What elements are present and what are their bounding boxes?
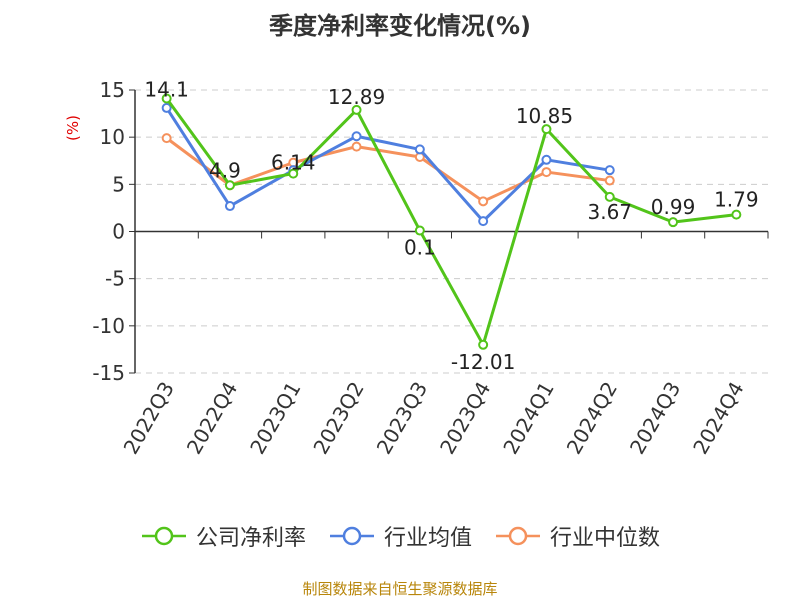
data-label: -12.01 bbox=[451, 350, 515, 374]
legend-swatch-icon bbox=[329, 526, 374, 546]
data-label: 1.79 bbox=[714, 188, 759, 212]
y-tick-label: 15 bbox=[100, 78, 125, 102]
y-tick-label: 5 bbox=[112, 172, 125, 196]
data-point bbox=[604, 165, 615, 176]
source-footer: 制图数据来自恒生聚源数据库 bbox=[302, 580, 498, 598]
x-tick-label: 2023Q1 bbox=[245, 378, 305, 459]
y-tick-label: 0 bbox=[112, 220, 125, 244]
data-labels: 14.1 4.9 6.14 12.89 0.1 -12.01 10.85 3.67 0.99 1.… bbox=[144, 77, 758, 373]
x-tick-label: 2023Q3 bbox=[372, 378, 432, 459]
data-point bbox=[351, 104, 362, 115]
legend-label: 行业中位数 bbox=[550, 526, 661, 551]
series-line bbox=[165, 136, 610, 203]
legend-item[interactable]: 公司净利率 bbox=[140, 520, 306, 552]
data-point bbox=[288, 168, 299, 179]
data-point bbox=[351, 131, 362, 142]
legend-item[interactable]: 行业中位数 bbox=[494, 520, 660, 552]
data-point bbox=[161, 93, 172, 104]
data-label: 0.99 bbox=[651, 195, 696, 219]
x-tick-label: 2023Q2 bbox=[308, 378, 368, 459]
y-tick-label: -10 bbox=[92, 314, 125, 338]
legend-swatch-icon bbox=[496, 526, 540, 546]
data-label: 3.67 bbox=[587, 200, 632, 224]
data-label: 14.1 bbox=[144, 77, 189, 101]
data-point bbox=[731, 209, 742, 220]
data-point bbox=[351, 141, 362, 152]
x-tick-label: 2024Q2 bbox=[562, 378, 622, 459]
y-tick-label: -5 bbox=[105, 267, 125, 291]
data-point bbox=[541, 167, 552, 178]
data-point bbox=[668, 217, 679, 228]
data-point bbox=[161, 133, 172, 144]
data-label: 4.9 bbox=[209, 158, 241, 182]
chart-title: 季度净利率变化情况(%) bbox=[269, 12, 531, 40]
data-label: 0.1 bbox=[404, 236, 436, 260]
legend: 公司净利率 行业均值 行业中位数 bbox=[0, 520, 800, 552]
data-label: 6.14 bbox=[271, 151, 316, 175]
y-tick-label: -15 bbox=[92, 361, 125, 385]
x-tick-label: 2022Q4 bbox=[182, 378, 242, 459]
x-tick-label: 2024Q4 bbox=[688, 378, 748, 459]
x-tick-label: 2024Q1 bbox=[498, 378, 558, 459]
data-label: 10.85 bbox=[516, 104, 573, 128]
data-label: 12.89 bbox=[328, 85, 385, 109]
data-point bbox=[414, 144, 425, 155]
x-tick-label: 2023Q4 bbox=[435, 378, 495, 459]
series-line bbox=[165, 97, 737, 347]
data-point bbox=[224, 180, 235, 191]
data-point bbox=[604, 175, 615, 186]
series-group bbox=[161, 93, 742, 350]
data-point bbox=[161, 102, 172, 113]
y-tick-label: 10 bbox=[100, 125, 125, 149]
data-point bbox=[224, 201, 235, 212]
data-point bbox=[414, 225, 425, 236]
x-tick-label: 2022Q3 bbox=[119, 378, 179, 459]
data-point bbox=[478, 339, 489, 350]
legend-label: 行业均值 bbox=[383, 526, 472, 551]
data-point bbox=[478, 216, 489, 227]
data-point bbox=[541, 154, 552, 165]
data-point bbox=[478, 196, 489, 207]
data-point bbox=[541, 124, 552, 135]
legend-item[interactable]: 行业均值 bbox=[328, 520, 472, 552]
legend-label: 公司净利率 bbox=[195, 526, 306, 551]
x-tick-label: 2024Q3 bbox=[625, 378, 685, 459]
legend-swatch-icon bbox=[141, 526, 186, 546]
y-axis-label: (%) bbox=[64, 115, 82, 141]
data-point bbox=[604, 191, 615, 202]
